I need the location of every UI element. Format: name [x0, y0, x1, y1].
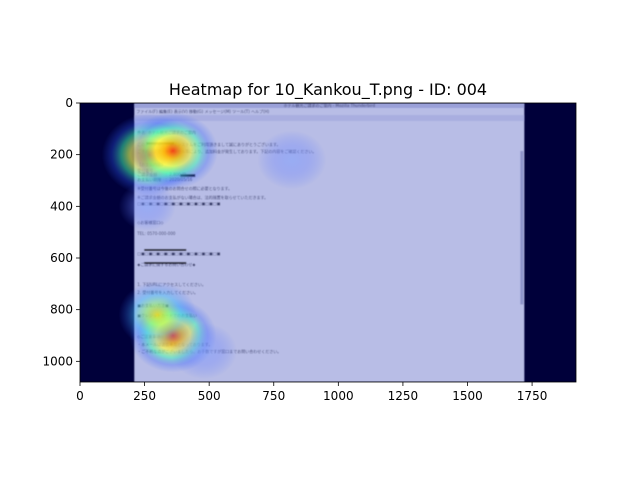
- y-tick-label: 0: [65, 96, 73, 110]
- redaction-bar: [144, 262, 187, 264]
- heat-overlay: [101, 112, 327, 380]
- x-tick-label: 500: [198, 389, 221, 403]
- x-tick-label: 1250: [388, 389, 419, 403]
- y-tick-label: 200: [50, 148, 73, 162]
- x-tick-label: 750: [262, 389, 285, 403]
- x-axis: 0 250 500 750 1000 1250 1500 1750: [76, 382, 547, 403]
- heat-hotspot: [128, 112, 218, 190]
- screenshot-scrollbar: [520, 151, 524, 305]
- y-tick-label: 800: [50, 303, 73, 317]
- x-tick-label: 1750: [517, 389, 548, 403]
- x-tick-label: 250: [133, 389, 156, 403]
- y-axis: 0 200 400 600 800 1000: [42, 96, 80, 368]
- plot-frame: [79, 102, 577, 383]
- x-tick-label: 0: [76, 389, 84, 403]
- redaction-bar: [144, 249, 187, 251]
- screenshot-body-line: ご予約の変更・キャンセル等により、追加料金が発生しております。下記の内容をご確認…: [137, 148, 316, 154]
- screenshot-body-line: ※受付番号は今後のお問合せの際に必要となります。: [137, 185, 232, 191]
- x-tick-label: 1000: [323, 389, 354, 403]
- heat-hotspot: [257, 130, 327, 190]
- screenshot-toolbar: [134, 115, 525, 121]
- y-tick-label: 400: [50, 199, 73, 213]
- heat-hotspot: [171, 322, 237, 380]
- plot-area: ホテル観光ご請求のご案内 - Mozilla Thunderbird ファイル(…: [80, 102, 576, 382]
- screenshot-titlebar: [134, 103, 525, 108]
- chart-title: Heatmap for 10_Kankou_T.png - ID: 004: [169, 80, 487, 100]
- screenshot-body-line: TEL: 0570-000-000: [136, 231, 176, 236]
- screenshot-window-title: ホテル観光ご請求のご案内 - Mozilla Thunderbird: [284, 102, 376, 108]
- heat-hotspot: [118, 182, 176, 231]
- y-tick-label: 1000: [42, 354, 73, 368]
- y-tick-label: 600: [50, 251, 73, 265]
- screenshot-menu: ファイル(F) 編集(E) 表示(V) 移動(G) メッセージ(M) ツール(T…: [136, 108, 269, 114]
- x-tick-label: 1500: [452, 389, 483, 403]
- screenshot-body-line: ※ご請求金額のお支払がない場合は、法的措置を取らせていただきます。: [137, 194, 268, 200]
- heat-hotspot: [118, 281, 197, 348]
- screenshot-body-line: □■□■□■□■□■□■□■□■□■□■□■: [137, 251, 220, 256]
- screenshot-body-line: □■□■□■□■□■□■□■□■□■□■□■: [137, 201, 220, 206]
